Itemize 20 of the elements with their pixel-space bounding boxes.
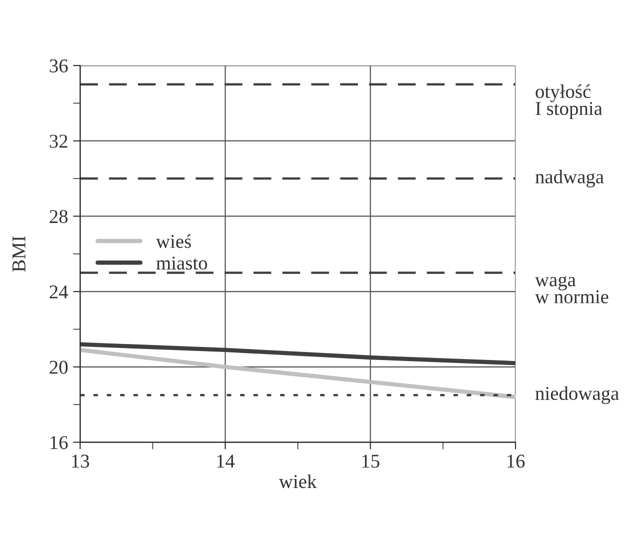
legend-label: wieś [156, 234, 191, 248]
x-tick-label: 14 [217, 454, 235, 468]
y-tick-label: 32 [50, 134, 68, 148]
x-tick-label: 15 [362, 454, 380, 468]
y-tick-label: 20 [50, 360, 68, 374]
x-tick-label: 13 [72, 454, 90, 468]
y-tick-label: 16 [50, 436, 68, 450]
ref-line-label: nadwaga [535, 170, 604, 188]
y-tick-label: 24 [50, 285, 68, 298]
ref-line-label: niedowaga [535, 386, 619, 404]
y-tick-label: 28 [50, 210, 68, 224]
line-series [80, 348, 516, 400]
ref-line-label: otyłość I stopnia [536, 84, 602, 120]
legend-label: miasto [156, 256, 208, 270]
y-axis-title: BMI [12, 236, 26, 272]
line-series [80, 342, 516, 366]
y-tick-label: 36 [50, 59, 68, 72]
ref-line-label: waga w normie [534, 276, 608, 304]
x-tick-label: 16 [508, 454, 525, 468]
x-axis-title: wiek [278, 474, 317, 488]
